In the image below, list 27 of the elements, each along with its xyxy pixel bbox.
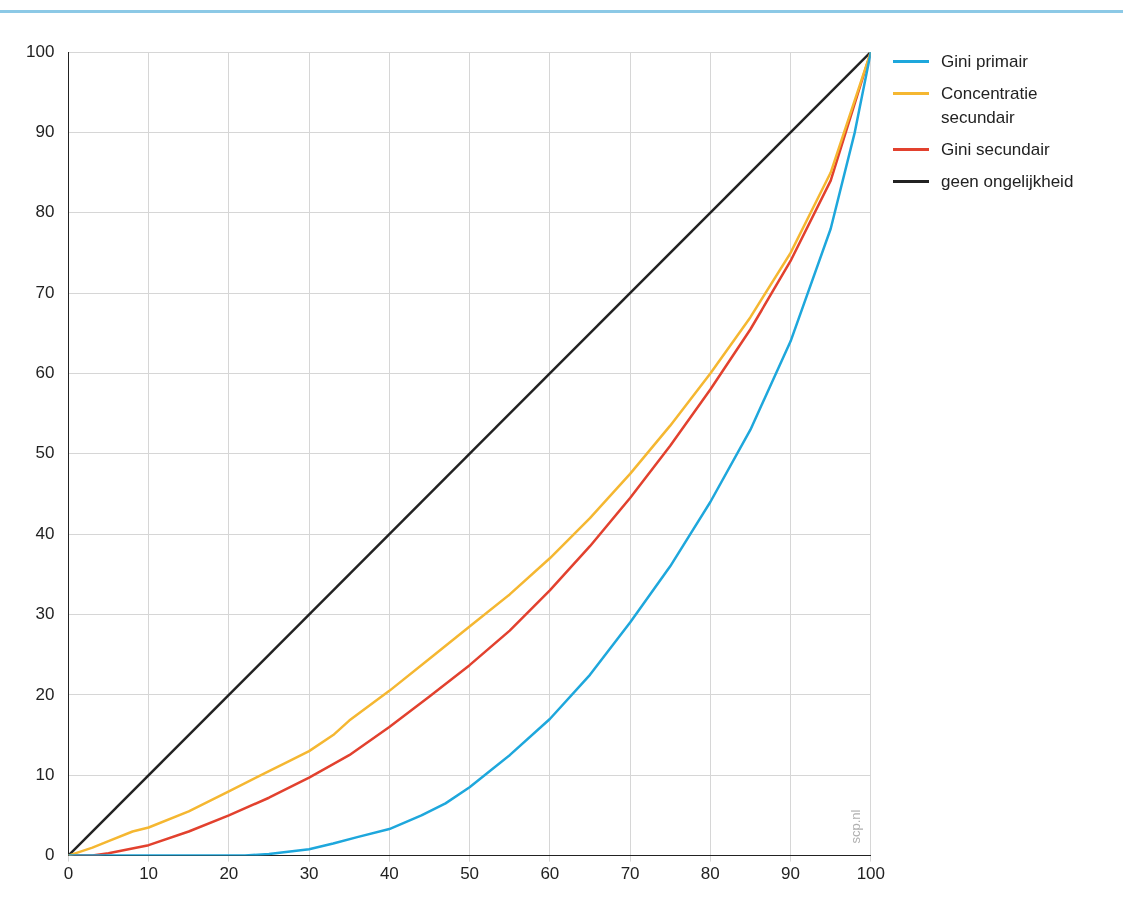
y-tick-label: 40 bbox=[35, 523, 55, 543]
y-tick-label: 50 bbox=[35, 443, 55, 463]
x-tick-label: 60 bbox=[540, 864, 560, 884]
x-tick-label: 40 bbox=[379, 864, 399, 884]
y-tick-label: 60 bbox=[35, 363, 55, 383]
x-tick-label: 80 bbox=[700, 864, 720, 884]
legend-label: geen ongelijkheid bbox=[941, 171, 1075, 193]
y-tick-label: 80 bbox=[35, 202, 55, 222]
y-tick-label: 30 bbox=[35, 604, 55, 624]
y-tick-label: 70 bbox=[35, 282, 55, 302]
y-tick-label: 10 bbox=[35, 764, 55, 784]
x-tick-label: 10 bbox=[139, 864, 159, 884]
legend-label: Concentratie secundair bbox=[941, 83, 1039, 129]
y-tick-label: 90 bbox=[35, 122, 55, 142]
y-tick-label: 0 bbox=[44, 845, 55, 865]
annotation: scp.nl bbox=[848, 809, 864, 844]
y-tick-label: 100 bbox=[25, 41, 55, 61]
legend-label: Gini primair bbox=[941, 51, 1029, 73]
x-tick-label: 90 bbox=[781, 864, 801, 884]
x-tick-label: 0 bbox=[63, 864, 74, 884]
legend-label: Gini secundair bbox=[941, 139, 1051, 161]
x-tick-label: 20 bbox=[219, 864, 239, 884]
x-tick-label: 50 bbox=[460, 864, 480, 884]
x-tick-label: 30 bbox=[299, 864, 319, 884]
y-tick-label: 20 bbox=[35, 684, 55, 704]
x-tick-label: 100 bbox=[856, 864, 886, 884]
x-tick-label: 70 bbox=[620, 864, 640, 884]
